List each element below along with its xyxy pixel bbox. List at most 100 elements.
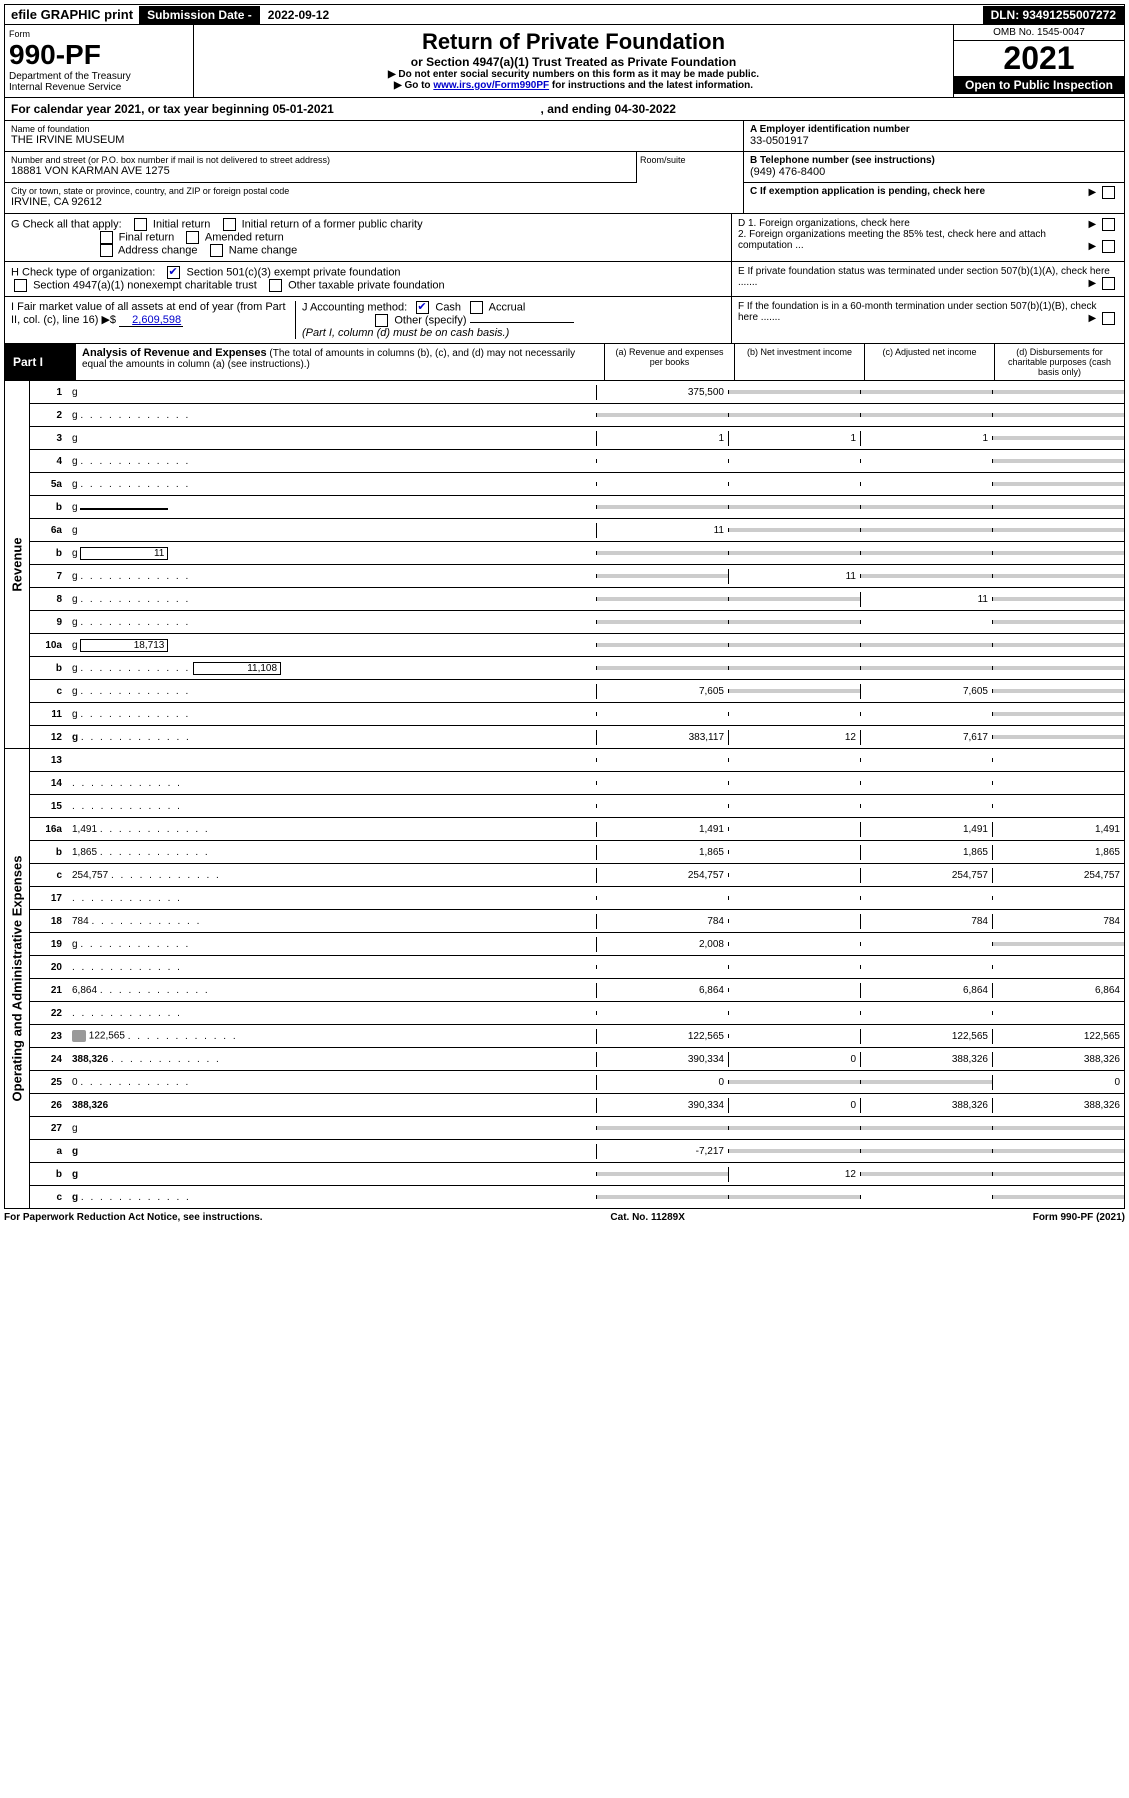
phone-cell: B Telephone number (see instructions) (9… — [744, 152, 1124, 183]
g-cb-name[interactable] — [210, 244, 223, 257]
f-cb-wrap: ▶ — [1089, 312, 1118, 325]
cell-d: 1,865 — [992, 845, 1124, 860]
table-row: 15 — [30, 795, 1124, 818]
city-value: IRVINE, CA 92612 — [11, 196, 737, 208]
cell-b — [728, 528, 860, 532]
d1-label: D 1. Foreign organizations, check here — [738, 218, 910, 229]
cell-c — [860, 758, 992, 762]
g-opt-4: Address change — [118, 244, 198, 256]
d1-checkbox[interactable] — [1102, 218, 1115, 231]
g-cb-initial[interactable] — [134, 218, 147, 231]
table-row: 9g — [30, 611, 1124, 634]
cell-c — [860, 620, 992, 624]
j-other: Other (specify) — [394, 314, 466, 326]
g-cb-amended[interactable] — [186, 231, 199, 244]
line-desc — [68, 799, 596, 814]
form-label: Form — [9, 29, 189, 39]
line-desc: g — [68, 707, 596, 722]
line-num: 19 — [30, 939, 68, 950]
h-cb-501c3[interactable] — [167, 266, 180, 279]
cell-c: 254,757 — [860, 868, 992, 883]
addr-label: Number and street (or P.O. box number if… — [11, 155, 630, 165]
phone-label: B Telephone number (see instructions) — [750, 155, 1118, 166]
info-row-1: Name of foundation THE IRVINE MUSEUM Num… — [4, 121, 1125, 214]
cell-b — [728, 896, 860, 900]
f-right: F If the foundation is in a 60-month ter… — [731, 297, 1124, 343]
cell-d — [992, 528, 1124, 532]
ein-label: A Employer identification number — [750, 124, 1118, 135]
room-cell: Room/suite — [637, 152, 743, 183]
note2-link[interactable]: www.irs.gov/Form990PF — [433, 80, 549, 91]
i-cell: I Fair market value of all assets at end… — [11, 301, 296, 339]
j-cb-accrual[interactable] — [470, 301, 483, 314]
expense-lines: 1314 15 16a1,491 1,4911,4911,491b1,865 1… — [30, 749, 1124, 1208]
j-cell: J Accounting method: Cash Accrual Other … — [296, 301, 725, 339]
g-label: G Check all that apply: — [11, 218, 122, 230]
line-num: 17 — [30, 893, 68, 904]
g-row: G Check all that apply: Initial return I… — [4, 214, 1125, 262]
line-num: 14 — [30, 778, 68, 789]
line-num: 9 — [30, 617, 68, 628]
cell-d — [992, 1172, 1124, 1176]
submission-date-value: 2022-09-12 — [260, 6, 337, 24]
h-cb-4947[interactable] — [14, 279, 27, 292]
line-num: 26 — [30, 1100, 68, 1111]
cell-b — [728, 689, 860, 693]
line-desc: 388,326 — [68, 1052, 596, 1067]
cell-a — [596, 666, 728, 670]
line-num: b — [30, 548, 68, 559]
cell-d: 254,757 — [992, 868, 1124, 883]
cell-d — [992, 735, 1124, 739]
g-opt-1: Initial return of a former public charit… — [242, 218, 423, 230]
table-row: cg — [30, 1186, 1124, 1208]
cell-a — [596, 413, 728, 417]
name-label: Name of foundation — [11, 124, 737, 134]
table-row: 5ag — [30, 473, 1124, 496]
c-cell: C If exemption application is pending, c… — [744, 183, 1124, 213]
cell-d — [992, 712, 1124, 716]
col-d-hdr: (d) Disbursements for charitable purpose… — [994, 344, 1124, 380]
cell-b — [728, 1011, 860, 1015]
table-row: 22 — [30, 1002, 1124, 1025]
e-checkbox[interactable] — [1102, 277, 1115, 290]
c-checkbox[interactable] — [1102, 186, 1115, 199]
cell-d — [992, 413, 1124, 417]
cell-a: 1 — [596, 431, 728, 446]
d2-checkbox[interactable] — [1102, 240, 1115, 253]
table-row: 3g111 — [30, 427, 1124, 450]
j-cb-other[interactable] — [375, 314, 388, 327]
g-cb-final[interactable] — [100, 231, 113, 244]
cell-d — [992, 643, 1124, 647]
line-desc: 122,565 — [68, 1028, 596, 1044]
h-label: H Check type of organization: — [11, 266, 155, 278]
cell-b — [728, 597, 860, 601]
cell-a: 11 — [596, 523, 728, 538]
cell-a: 0 — [596, 1075, 728, 1090]
col-b-hdr: (b) Net investment income — [734, 344, 864, 380]
f-checkbox[interactable] — [1102, 312, 1115, 325]
cell-d — [992, 390, 1124, 394]
h-cb-other[interactable] — [269, 279, 282, 292]
cell-c: 1,491 — [860, 822, 992, 837]
line-num: c — [30, 1192, 68, 1203]
table-row: 13 — [30, 749, 1124, 772]
cell-d: 1,491 — [992, 822, 1124, 837]
ij-left: I Fair market value of all assets at end… — [5, 297, 731, 343]
line-desc: g — [68, 1144, 596, 1159]
cell-b — [728, 643, 860, 647]
line-desc: g — [68, 500, 596, 515]
header-center: Return of Private Foundation or Section … — [194, 25, 953, 97]
cell-b — [728, 1126, 860, 1130]
cell-b: 12 — [728, 730, 860, 745]
line-num: 27 — [30, 1123, 68, 1134]
cell-d — [992, 1149, 1124, 1153]
footer-right: Form 990-PF (2021) — [1033, 1212, 1125, 1223]
g-cb-initial-public[interactable] — [223, 218, 236, 231]
cell-c: 11 — [860, 592, 992, 607]
cell-b: 12 — [728, 1167, 860, 1182]
j-cb-cash[interactable] — [416, 301, 429, 314]
cell-c — [860, 942, 992, 946]
g-cb-addr[interactable] — [100, 244, 113, 257]
table-row: 4g — [30, 450, 1124, 473]
cell-a — [596, 597, 728, 601]
